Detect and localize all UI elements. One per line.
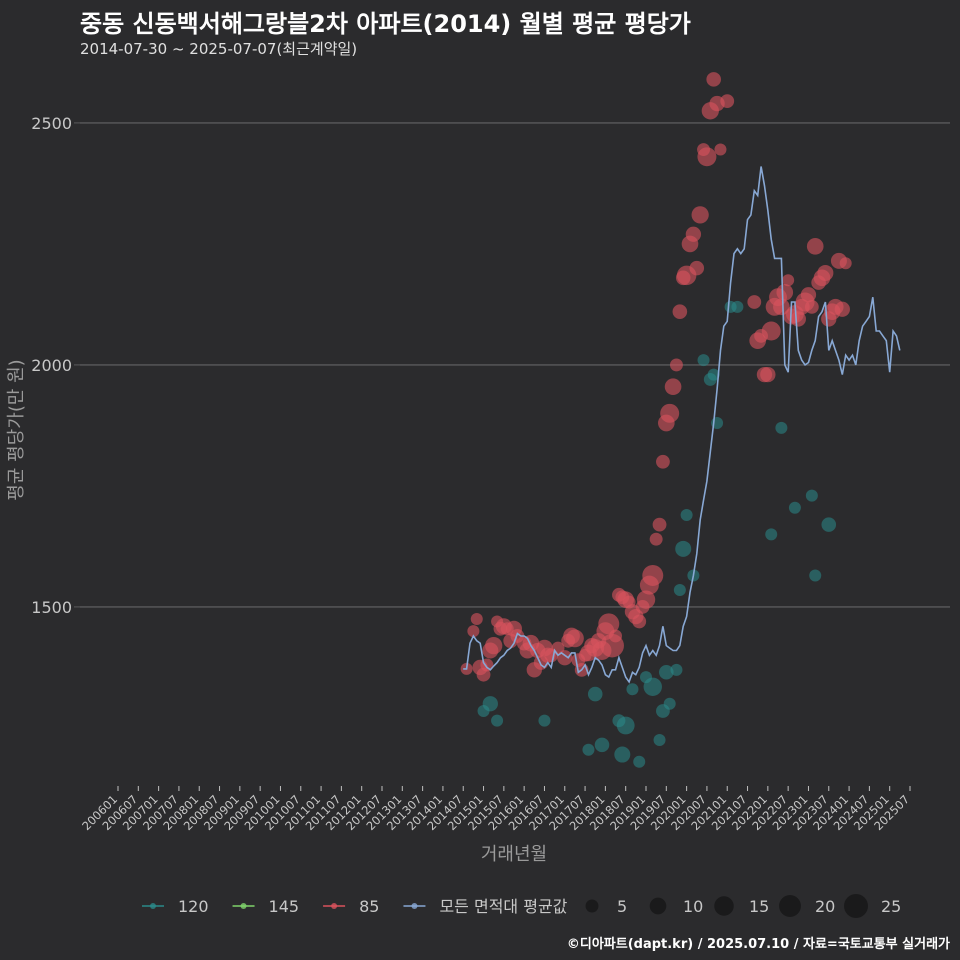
legend-size-label: 10 — [683, 897, 703, 916]
point-85 — [790, 311, 806, 327]
point-85 — [691, 206, 709, 224]
point-120 — [614, 746, 631, 763]
legend-size-label: 15 — [749, 897, 769, 916]
point-85 — [565, 629, 584, 648]
chart-title: 중동 신동백서해그랑블2차 아파트(2014) 월별 평균 평당가 — [80, 10, 691, 38]
point-120 — [582, 743, 595, 756]
gridlines — [80, 122, 950, 608]
legend-size-dot — [585, 899, 599, 913]
point-85 — [656, 454, 670, 469]
point-85 — [773, 298, 790, 316]
legend-size-dot — [779, 895, 801, 917]
point-85 — [485, 637, 503, 655]
point-85 — [817, 264, 834, 281]
point-85 — [672, 304, 688, 319]
point-120 — [809, 569, 822, 582]
legend-label: 120 — [178, 897, 209, 916]
point-85 — [706, 72, 721, 87]
source-caption: ©디아파트(dapt.kr) / 2025.07.10 / 자료=국토교통부 실… — [566, 937, 950, 952]
point-120 — [653, 734, 666, 747]
legend-key-dot — [150, 903, 156, 909]
point-85 — [697, 147, 717, 167]
legend-size-dot — [714, 896, 734, 916]
y-axis-ticks: 1500 2000 2500 — [31, 114, 80, 617]
point-85 — [761, 321, 781, 341]
point-120 — [491, 714, 504, 727]
point-120 — [659, 664, 674, 680]
point-85 — [720, 94, 735, 109]
point-120 — [680, 508, 693, 521]
legend-size-dot — [844, 894, 868, 918]
legend-size-label: 25 — [881, 897, 901, 916]
point-85 — [839, 257, 852, 270]
legend-key-dot — [240, 903, 247, 909]
point-120 — [587, 686, 603, 702]
point-85 — [782, 274, 795, 287]
legend: 120 145 85 모든 면적대 평균값 5 10 15 20 25 — [142, 894, 901, 918]
point-85 — [804, 299, 819, 314]
point-85 — [467, 625, 480, 638]
point-120 — [482, 696, 498, 712]
point-120 — [673, 583, 686, 596]
point-120 — [633, 755, 646, 768]
point-85 — [714, 143, 727, 156]
legend-label: 모든 면적대 평균값 — [439, 897, 567, 916]
average-line — [463, 166, 901, 684]
point-85 — [652, 517, 667, 532]
point-85 — [776, 283, 794, 301]
point-120 — [670, 663, 683, 676]
point-120 — [775, 421, 788, 434]
point-85 — [834, 301, 850, 317]
point-85 — [660, 403, 680, 423]
point-120 — [643, 677, 662, 696]
y-axis-title: 평균 평당가(만 원) — [6, 359, 27, 500]
point-120 — [697, 354, 710, 367]
point-85 — [669, 358, 683, 372]
point-120 — [538, 714, 551, 727]
point-120 — [675, 540, 692, 557]
y-tick-label: 1500 — [31, 598, 72, 617]
point-85 — [806, 238, 824, 255]
legend-key-dot — [411, 903, 418, 909]
point-120 — [626, 683, 639, 696]
point-120 — [765, 528, 778, 541]
point-85 — [685, 226, 702, 242]
average-series-line — [463, 166, 901, 684]
point-85 — [747, 295, 762, 309]
point-85 — [598, 613, 620, 635]
point-85 — [689, 260, 705, 276]
point-120 — [616, 716, 635, 735]
point-85 — [649, 532, 663, 546]
y-tick-label: 2000 — [31, 356, 72, 375]
point-85 — [642, 564, 664, 586]
x-axis-ticks: 2006012006072007012007072008012008072009… — [79, 786, 912, 833]
point-85 — [609, 629, 623, 643]
point-85 — [557, 650, 573, 666]
legend-size-label: 5 — [617, 897, 627, 916]
point-85 — [636, 590, 656, 609]
x-axis-title: 거래년월 — [481, 844, 547, 865]
point-120 — [731, 300, 744, 313]
y-tick-label: 2500 — [31, 114, 72, 133]
legend-label: 85 — [359, 897, 379, 916]
point-85 — [800, 287, 817, 303]
legend-size-label: 20 — [815, 897, 835, 916]
point-120 — [594, 737, 610, 753]
legend-size-dot — [649, 897, 667, 915]
point-120 — [805, 489, 818, 502]
legend-label: 145 — [269, 897, 300, 916]
point-85 — [760, 366, 776, 383]
legend-key-dot — [331, 903, 338, 909]
point-120 — [707, 368, 720, 381]
point-85 — [470, 613, 483, 626]
chart-subtitle: 2014-07-30 ~ 2025-07-07(최근계약일) — [80, 40, 358, 58]
point-85 — [664, 378, 682, 396]
scatter-points — [460, 72, 852, 768]
point-120 — [663, 697, 676, 710]
point-120 — [788, 501, 801, 514]
point-120 — [821, 517, 837, 532]
point-85 — [632, 614, 647, 629]
